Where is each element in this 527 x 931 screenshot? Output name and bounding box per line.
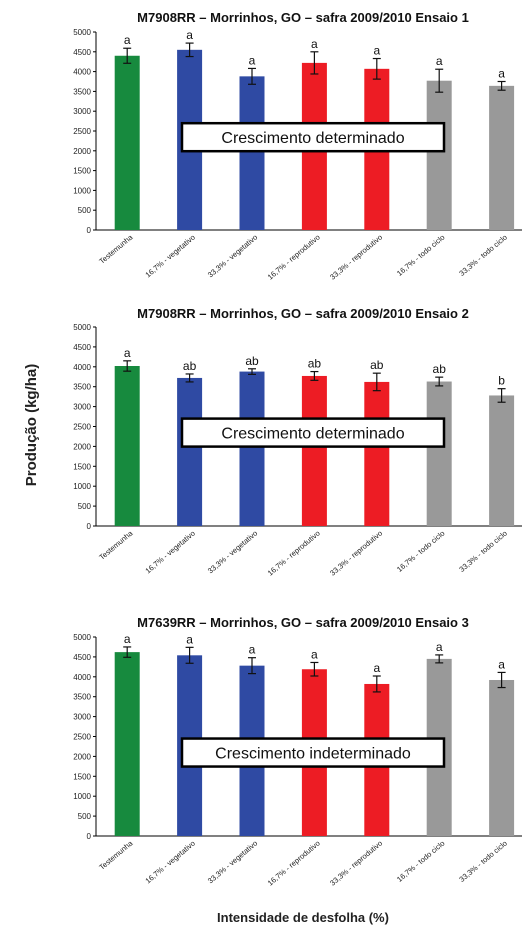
chart3-y-tick-label: 1500	[73, 772, 91, 781]
chart3-significance-letter: a	[436, 640, 443, 654]
chart2-category-label: 16,7% - reprodutivo	[266, 529, 322, 578]
chart2-bar	[240, 372, 265, 526]
chart2-significance-letter: a	[124, 346, 131, 360]
chart2-bar	[427, 382, 452, 526]
chart2-y-tick-label: 2500	[73, 423, 91, 432]
chart3-y-tick-label: 500	[78, 812, 92, 821]
chart2-significance-letter: ab	[308, 357, 322, 371]
chart2-y-tick-label: 1500	[73, 462, 91, 471]
x-axis-label: Intensidade de desfolha (%)	[217, 910, 389, 925]
chart3-y-tick-label: 0	[87, 832, 92, 841]
chart3-category-label: 16,7% - todo ciclo	[395, 839, 446, 884]
chart3-bar	[489, 680, 514, 836]
chart3-category-label: Testemunha	[97, 838, 135, 872]
chart1-title: M7908RR – Morrinhos, GO – safra 2009/201…	[137, 10, 469, 25]
chart2-significance-letter: ab	[370, 358, 384, 372]
chart1-y-tick-label: 1000	[73, 186, 91, 195]
chart2-y-tick-label: 4000	[73, 363, 91, 372]
chart2-significance-letter: b	[498, 374, 505, 388]
chart2-y-tick-label: 500	[78, 502, 92, 511]
chart2-category-label: 33,3% - vegetativo	[206, 529, 259, 576]
chart3-significance-letter: a	[186, 632, 193, 646]
chart3-category-label: 16,7% - reprodutivo	[266, 839, 322, 888]
chart3-significance-letter: a	[373, 661, 380, 675]
chart3-category-label: 33,3% - todo ciclo	[457, 839, 508, 884]
chart3-category-label: 33,3% - vegetativo	[206, 839, 259, 886]
chart2-y-tick-label: 3500	[73, 383, 91, 392]
chart3-bar	[115, 652, 140, 836]
chart2-category-label: 33,3% - reprodutivo	[328, 529, 384, 578]
chart1-significance-letter: a	[373, 44, 380, 58]
chart3-y-tick-label: 4500	[73, 653, 91, 662]
chart1-category-label: 33,3% - todo ciclo	[457, 233, 508, 278]
chart1-bar	[489, 86, 514, 230]
chart2-bar	[177, 378, 202, 526]
chart1-y-tick-label: 2500	[73, 127, 91, 136]
chart1-category-label: 16,7% - todo ciclo	[395, 233, 446, 278]
chart1-category-label: 33,3% - vegetativo	[206, 233, 259, 280]
chart1-bar	[240, 76, 265, 230]
chart1-y-tick-label: 3000	[73, 107, 91, 116]
chart1-y-tick-label: 5000	[73, 28, 91, 37]
chart2-category-label: 16,7% - todo ciclo	[395, 529, 446, 574]
chart3-significance-letter: a	[498, 657, 505, 671]
chart1-y-tick-label: 0	[87, 226, 92, 235]
chart1-y-tick-label: 3500	[73, 87, 91, 96]
chart1-y-tick-label: 1500	[73, 167, 91, 176]
chart2-y-tick-label: 5000	[73, 323, 91, 332]
chart2-annotation-text: Crescimento determinado	[221, 426, 404, 443]
chart1-y-tick-label: 4000	[73, 68, 91, 77]
chart2-bar	[364, 382, 389, 526]
chart3-significance-letter: a	[124, 632, 131, 646]
chart2-bar	[302, 376, 327, 526]
chart1-annotation-text: Crescimento determinado	[221, 130, 404, 147]
chart1-bar	[115, 56, 140, 230]
chart3-category-label: 33,3% - reprodutivo	[328, 839, 384, 888]
chart1-y-tick-label: 4500	[73, 48, 91, 57]
chart2-category-label: Testemunha	[97, 528, 135, 562]
chart1-y-tick-label: 2000	[73, 147, 91, 156]
chart2-significance-letter: ab	[183, 359, 197, 373]
chart1-significance-letter: a	[249, 53, 256, 67]
chart3-category-label: 16,7% - vegetativo	[144, 839, 197, 886]
chart1-category-label: 16,7% - vegetativo	[144, 233, 197, 280]
chart3-annotation-text: Crescimento indeterminado	[215, 746, 411, 763]
chart2-y-tick-label: 3000	[73, 403, 91, 412]
chart3-y-tick-label: 2000	[73, 752, 91, 761]
chart1-bar	[427, 81, 452, 230]
chart3-y-tick-label: 4000	[73, 673, 91, 682]
y-axis-label: Produção (kg/ha)	[23, 364, 40, 487]
chart3-y-tick-label: 3500	[73, 693, 91, 702]
chart3-significance-letter: a	[311, 647, 318, 661]
chart3-y-tick-label: 1000	[73, 792, 91, 801]
chart2-category-label: 33,3% - todo ciclo	[457, 529, 508, 574]
chart1-significance-letter: a	[124, 33, 131, 47]
chart1-significance-letter: a	[436, 54, 443, 68]
chart3-significance-letter: a	[249, 643, 256, 657]
chart1-y-tick-label: 500	[78, 206, 92, 215]
chart1-category-label: Testemunha	[97, 232, 135, 266]
chart1-significance-letter: a	[498, 67, 505, 81]
chart3-title: M7639RR – Morrinhos, GO – safra 2009/201…	[137, 615, 469, 630]
chart1-category-label: 16,7% - reprodutivo	[266, 233, 322, 282]
chart2-y-tick-label: 2000	[73, 442, 91, 451]
chart1-significance-letter: a	[311, 37, 318, 51]
chart1-significance-letter: a	[186, 28, 193, 42]
chart3-y-tick-label: 2500	[73, 733, 91, 742]
chart2-category-label: 16,7% - vegetativo	[144, 529, 197, 576]
chart2-y-tick-label: 1000	[73, 482, 91, 491]
chart3-y-tick-label: 5000	[73, 633, 91, 642]
chart1-category-label: 33,3% - reprodutivo	[328, 233, 384, 282]
chart2-y-tick-label: 4500	[73, 343, 91, 352]
chart2-bar	[489, 395, 514, 526]
chart2-bar	[115, 366, 140, 526]
chart2-significance-letter: ab	[245, 354, 259, 368]
chart3-y-tick-label: 3000	[73, 713, 91, 722]
chart2-title: M7908RR – Morrinhos, GO – safra 2009/201…	[137, 306, 469, 321]
chart2-significance-letter: ab	[433, 362, 447, 376]
chart2-y-tick-label: 0	[87, 522, 92, 531]
